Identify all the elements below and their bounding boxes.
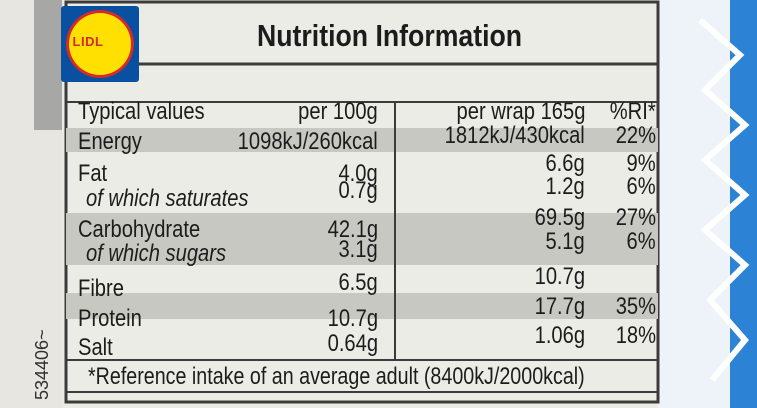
- row-per-100g: 4.0g: [338, 160, 378, 187]
- lidl-logo: [61, 6, 139, 82]
- row-per-wrap: 1812kJ/430kcal: [444, 122, 585, 149]
- lidl-logo-text: LIDL: [72, 34, 104, 49]
- row-ri: 6%: [626, 173, 656, 200]
- row-per-wrap: 5.1g: [545, 228, 585, 255]
- row-per-wrap: 6.6g: [545, 150, 585, 177]
- row-per-100g: 6.5g: [338, 269, 378, 296]
- row-ri: 22%: [615, 122, 656, 149]
- row-name: Salt: [78, 334, 113, 361]
- row-ri: 27%: [615, 204, 656, 231]
- reference-intake-footnote: *Reference intake of an average adult (8…: [88, 363, 585, 390]
- row-per-wrap: 69.5g: [534, 204, 585, 231]
- side-print-code: 534406~: [32, 329, 52, 400]
- row-ri: 6%: [626, 228, 656, 255]
- row-per-wrap: 10.7g: [534, 263, 585, 290]
- header-ri: %RI*: [610, 98, 656, 125]
- row-name: Energy: [78, 128, 142, 155]
- row-ri: 35%: [615, 293, 656, 320]
- row-name: of which saturates: [86, 185, 249, 212]
- table-row-sugars: of which sugars 3.1g 5.1g 6%: [78, 228, 668, 267]
- row-per-wrap: 17.7g: [534, 293, 585, 320]
- table-row-salt: Salt 0.64g 1.06g 18%: [78, 322, 668, 361]
- row-per-100g: 10.7g: [327, 305, 378, 332]
- row-name: Carbohydrate: [78, 216, 201, 243]
- table-row-saturates: of which saturates 0.7g 1.2g 6%: [78, 173, 668, 212]
- row-per-100g: 42.1g: [327, 216, 378, 243]
- row-per-100g: 3.1g: [338, 236, 378, 263]
- table-row-fibre: Fibre 6.5g 10.7g: [78, 263, 668, 302]
- header-per-wrap: per wrap 165g: [456, 98, 585, 125]
- table-row-energy: Energy 1098kJ/260kcal 1812kJ/430kcal 22%: [78, 122, 668, 155]
- table-row-fat: Fat 4.0g 6.6g 9%: [78, 150, 668, 187]
- table-header-row: Typical values per 100g per wrap 165g %R…: [78, 98, 668, 125]
- row-name: of which sugars: [86, 240, 227, 267]
- header-typical-values: Typical values: [78, 98, 205, 125]
- row-per-100g: 1098kJ/260kcal: [237, 128, 378, 155]
- row-name: Protein: [78, 305, 142, 332]
- row-per-wrap: 1.06g: [534, 322, 585, 349]
- row-per-100g: 0.7g: [338, 177, 378, 204]
- table-row-protein: Protein 10.7g 17.7g 35%: [78, 293, 668, 332]
- row-ri: 18%: [615, 322, 656, 349]
- row-per-wrap: 1.2g: [545, 173, 585, 200]
- row-name: Fibre: [78, 275, 124, 302]
- row-ri: 9%: [626, 150, 656, 177]
- header-per-100g: per 100g: [298, 98, 378, 125]
- row-per-100g: 0.64g: [327, 330, 378, 357]
- table-row-carbohydrate: Carbohydrate 42.1g 69.5g 27%: [78, 204, 668, 243]
- row-name: Fat: [78, 160, 108, 187]
- label-title: Nutrition Information: [257, 18, 523, 53]
